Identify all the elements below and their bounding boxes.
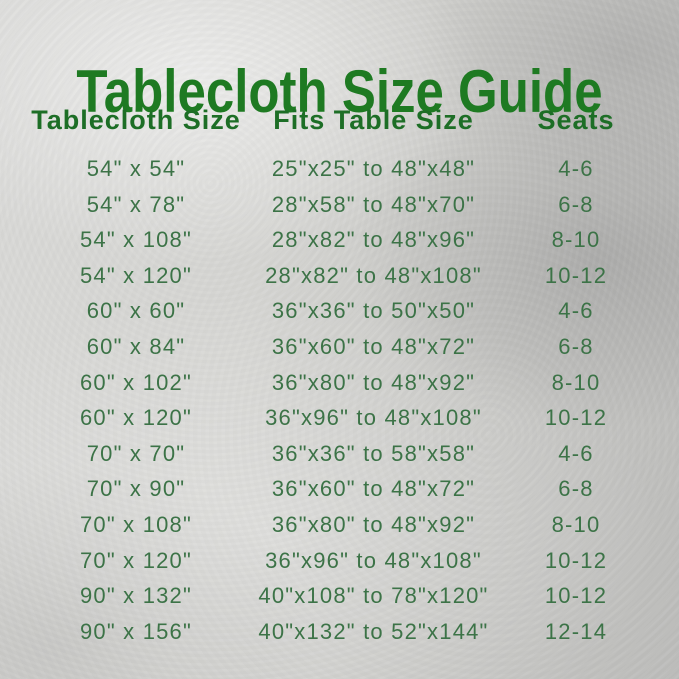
table-cell: 60" x 60" (86, 298, 186, 324)
table-cell: 70" x 90" (86, 476, 186, 502)
table-cell: 10-12 (544, 547, 608, 573)
table-cell: 8-10 (551, 369, 601, 395)
table-cell: 36"x60" to 48"x72" (271, 476, 476, 502)
table-cell: 36"x96" to 48"x108" (265, 547, 482, 573)
table-cell: 54" x 54" (86, 156, 186, 181)
table-cell: 28"x58" to 48"x70" (271, 191, 476, 217)
table-cell: 70" x 120" (79, 547, 193, 573)
table-cell: 36"x36" to 50"x50" (271, 298, 476, 324)
table-cell: 10-12 (544, 262, 608, 288)
table-cell: 54" x 108" (79, 227, 193, 253)
table-cell: 25"x25" to 48"x48" (271, 156, 476, 181)
table-cell: 8-10 (551, 227, 601, 253)
table-cell: 70" x 108" (79, 511, 193, 537)
table-cell: 4-6 (558, 440, 594, 466)
table-cell: 6-8 (558, 476, 594, 502)
table-cell: 40"x132" to 52"x144" (258, 618, 489, 644)
table-cell: 4-6 (558, 298, 594, 324)
table-cell: 90" x 156" (79, 618, 193, 644)
table-cell: 36"x60" to 48"x72" (271, 333, 476, 359)
table-cell: 36"x80" to 48"x92" (271, 369, 476, 395)
table-cell: 8-10 (551, 511, 601, 537)
table-cell: 10-12 (544, 405, 608, 431)
table-cell: 60" x 84" (86, 333, 186, 359)
column-header-fits-table-size: Fits Table Size (273, 105, 474, 135)
page-title: Tablecloth Size Guide (76, 58, 603, 126)
column-header-tablecloth-size: Tablecloth Size (31, 105, 241, 135)
table-cell: 6-8 (558, 191, 594, 217)
table-cell: 10-12 (544, 583, 608, 609)
table-cell: 60" x 120" (79, 405, 193, 431)
table-body: 54" x 54" 25"x25" to 48"x48" 4-6 54" x 78" 2… (0, 151, 679, 649)
table-cell: 70" x 70" (86, 440, 186, 466)
table-cell: 4-6 (558, 156, 594, 181)
table-cell: 36"x96" to 48"x108" (265, 405, 482, 431)
table-cell: 60" x 102" (79, 369, 193, 395)
table-cell: 90" x 132" (79, 583, 193, 609)
table-cell: 12-14 (544, 618, 608, 644)
table-cell: 36"x80" to 48"x92" (271, 511, 476, 537)
table-cell: 40"x108" to 78"x120" (258, 583, 489, 609)
table-cell: 54" x 78" (86, 191, 186, 217)
table-cell: 28"x82" to 48"x108" (265, 262, 482, 288)
table-cell: 28"x82" to 48"x96" (271, 227, 476, 253)
table-cell: 54" x 120" (79, 262, 193, 288)
table-cell: 36"x36" to 58"x58" (271, 440, 476, 466)
table-header-row: Tablecloth Size Fits Table Size Seats (0, 103, 679, 137)
column-header-seats: Seats (537, 105, 615, 135)
table-cell: 6-8 (558, 333, 594, 359)
